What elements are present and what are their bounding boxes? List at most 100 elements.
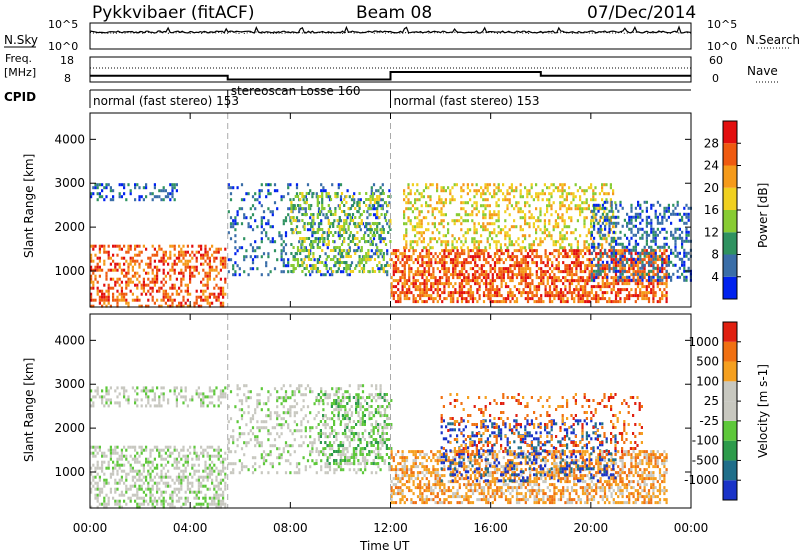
range-cell — [480, 240, 483, 244]
range-cell — [169, 493, 172, 497]
range-cell — [471, 300, 475, 304]
range-cell — [594, 186, 597, 190]
range-cell — [349, 264, 352, 267]
range-cell — [208, 277, 211, 281]
range-cell — [524, 264, 527, 268]
range-cell — [504, 297, 508, 301]
range-cell — [142, 289, 145, 293]
range-cell — [169, 268, 172, 272]
range-cell — [436, 267, 439, 271]
range-cell — [659, 254, 662, 258]
range-cell — [379, 204, 382, 208]
range-cell — [368, 204, 371, 208]
range-cell — [685, 275, 688, 279]
range-cell — [665, 249, 668, 253]
range-cell — [663, 261, 666, 265]
range-cell — [447, 186, 450, 190]
range-cell — [222, 304, 225, 308]
range-cell — [408, 285, 411, 289]
range-cell — [149, 472, 152, 476]
range-cell — [204, 271, 207, 275]
range-cell — [474, 261, 477, 265]
range-cell — [606, 267, 609, 271]
range-cell — [430, 264, 433, 268]
range-cell — [114, 265, 117, 269]
range-cell — [312, 216, 315, 219]
range-cell — [623, 276, 626, 280]
range-cell — [326, 246, 329, 250]
range-cell — [138, 195, 141, 199]
range-cell — [597, 209, 600, 213]
range-cell — [465, 258, 468, 262]
range-cell — [464, 213, 467, 217]
range-cell — [674, 242, 677, 246]
range-cell — [621, 254, 624, 258]
range-cell — [153, 395, 156, 399]
range-cell — [467, 273, 470, 277]
range-cell — [609, 186, 612, 190]
range-cell — [147, 460, 150, 464]
range-cell — [164, 484, 167, 488]
range-cell — [482, 264, 486, 268]
range-cell — [584, 291, 587, 295]
range-cell — [365, 222, 368, 225]
range-cell — [180, 259, 183, 263]
range-cell — [430, 258, 433, 262]
range-cell — [98, 250, 101, 254]
range-cell — [544, 249, 547, 253]
range-cell — [551, 282, 554, 286]
range-cell — [520, 252, 523, 256]
range-cell — [480, 249, 483, 253]
range-cell — [345, 231, 348, 234]
range-cell — [280, 258, 283, 262]
range-cell — [112, 298, 115, 302]
range-cell — [475, 204, 478, 208]
range-cell — [575, 288, 578, 292]
range-cell — [532, 222, 535, 226]
range-cell — [510, 240, 513, 244]
range-cell — [520, 258, 523, 262]
range-cell — [683, 206, 686, 210]
range-cell — [326, 216, 329, 220]
range-cell — [397, 249, 400, 253]
range-cell — [96, 389, 99, 393]
range-cell — [178, 244, 181, 248]
range-cell — [530, 246, 533, 250]
range-cell — [432, 255, 435, 259]
range-cell — [162, 253, 165, 257]
range-cell — [238, 273, 241, 277]
range-cell — [420, 234, 423, 238]
range-cell — [623, 282, 626, 286]
range-cell — [661, 245, 664, 249]
range-cell — [96, 472, 99, 476]
range-cell — [467, 291, 470, 295]
range-cell — [418, 192, 421, 196]
range-cell — [641, 209, 644, 213]
range-cell — [317, 201, 321, 205]
range-cell — [158, 448, 161, 452]
range-cell — [182, 274, 185, 278]
range-cell — [436, 261, 439, 265]
range-cell — [189, 280, 192, 284]
range-cell — [175, 189, 178, 193]
range-cell — [445, 297, 448, 301]
range-cell — [499, 228, 502, 232]
range-cell — [416, 216, 419, 220]
range-cell — [597, 294, 600, 298]
range-cell — [565, 237, 568, 241]
range-cell — [213, 454, 216, 458]
range-cell — [151, 244, 154, 248]
range-cell — [94, 183, 97, 187]
range-cell — [305, 264, 308, 267]
range-cell — [511, 273, 514, 277]
range-cell — [661, 221, 664, 225]
range-cell — [142, 469, 145, 473]
range-cell — [193, 253, 196, 257]
range-cell — [382, 231, 385, 234]
range-cell — [416, 189, 419, 193]
range-cell — [140, 283, 143, 287]
range-cell — [149, 454, 152, 458]
range-cell — [123, 298, 126, 302]
range-cell — [403, 213, 406, 217]
range-cell — [156, 250, 159, 254]
